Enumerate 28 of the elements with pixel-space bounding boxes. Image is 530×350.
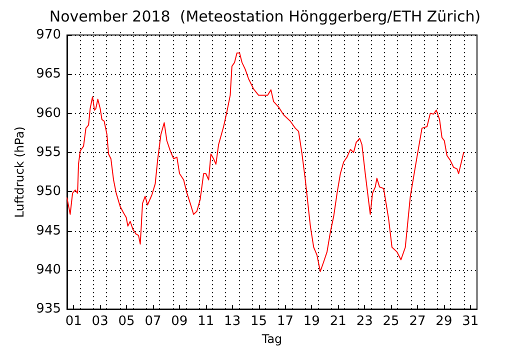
y-tick-label: 935 bbox=[36, 302, 61, 317]
x-tick-label: 21 bbox=[330, 314, 346, 330]
x-tick-label: 03 bbox=[92, 314, 108, 330]
x-tick-label: 25 bbox=[382, 314, 400, 330]
x-tick-label: 19 bbox=[303, 314, 320, 330]
line-series bbox=[66, 52, 464, 272]
x-tick-label: 31 bbox=[462, 314, 479, 330]
x-tick-label: 09 bbox=[171, 314, 188, 330]
y-tick-label: 940 bbox=[36, 262, 61, 278]
y-tick-label: 965 bbox=[36, 66, 61, 82]
x-tick-label: 07 bbox=[144, 314, 162, 330]
y-tick-label: 960 bbox=[36, 106, 61, 121]
x-tick-label: 17 bbox=[276, 314, 294, 330]
y-axis-title: Luftdruck (hPa) bbox=[12, 126, 26, 218]
x-tick-label: 13 bbox=[224, 314, 241, 330]
chart-title: November 2018 (Meteostation Hönggerberg/ETH Zürich) bbox=[49, 8, 481, 26]
x-tick-label: 27 bbox=[409, 314, 426, 330]
y-tick-label: 945 bbox=[36, 223, 61, 238]
y-tick-label: 950 bbox=[36, 184, 61, 200]
x-tick-label: 15 bbox=[250, 314, 268, 330]
x-axis-title: Tag bbox=[260, 332, 282, 346]
y-tick-label: 955 bbox=[36, 144, 61, 160]
x-tick-label: 29 bbox=[436, 314, 452, 330]
x-tick-label: 23 bbox=[356, 314, 373, 330]
x-tick-label: 11 bbox=[198, 314, 214, 330]
x-tick-label: 05 bbox=[118, 314, 135, 330]
y-tick-label: 970 bbox=[36, 28, 61, 42]
x-tick-label: 01 bbox=[65, 314, 82, 330]
